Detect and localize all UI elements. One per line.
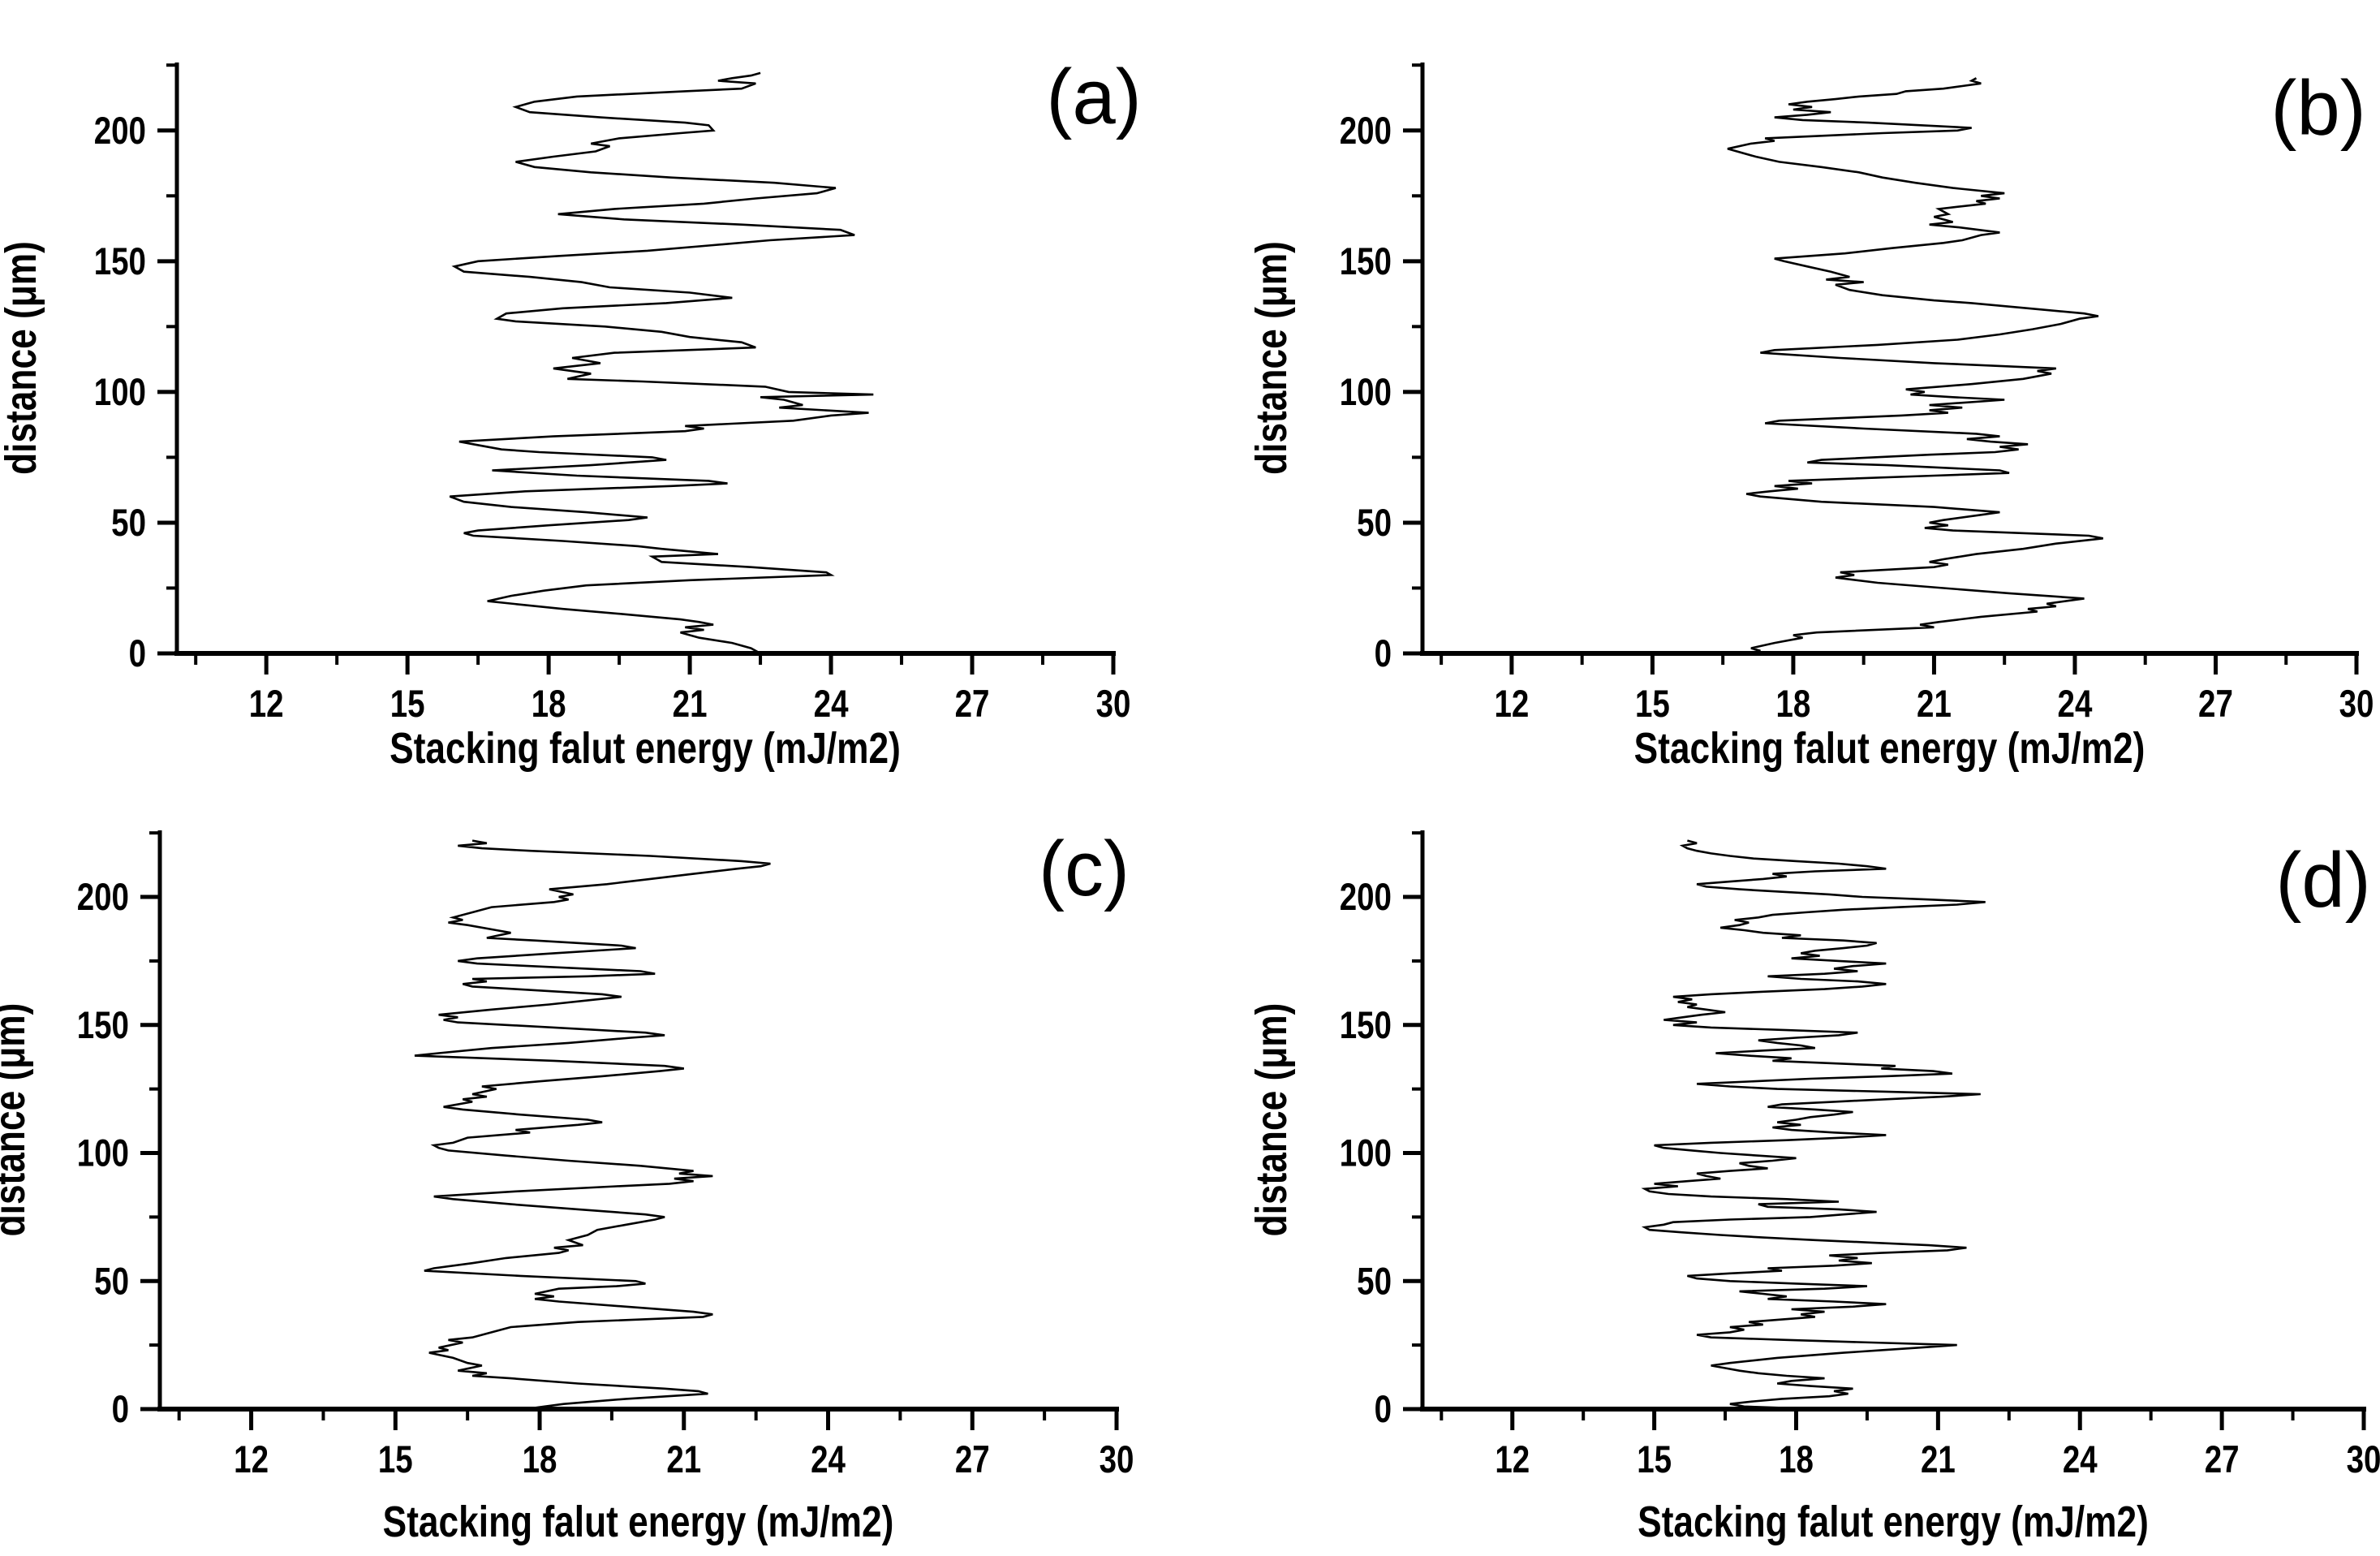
y-axis-title: distance (μm)	[1247, 1003, 1296, 1237]
x-tick-label: 27	[955, 1438, 990, 1481]
chart-d: 12 15 18 21 24 27 30 0 50 100 150 200 Stacking falut…	[1247, 830, 2380, 1546]
x-tick-label: 15	[378, 1438, 413, 1481]
x-axis-title: Stacking falut energy (mJ/m2)	[1638, 1498, 2149, 1546]
x-tick-label: 27	[2205, 1438, 2240, 1481]
x-tick-label: 12	[234, 1438, 269, 1481]
y-tick-label: 100	[94, 371, 146, 413]
panel-letter: (a)	[1046, 54, 1141, 140]
x-tick-label: 12	[1495, 1438, 1530, 1481]
x-tick-label: 27	[2198, 683, 2233, 725]
y-tick-label: 200	[94, 110, 146, 152]
series-line	[1641, 839, 1986, 1411]
x-tick-label: 30	[2347, 1438, 2380, 1481]
y-tick-label: 100	[1340, 371, 1392, 413]
x-tick-label: 15	[1635, 683, 1670, 725]
x-tick-label: 21	[1917, 683, 1952, 725]
plot-area: 12 15 18 21 24 27 30 0 50 100 150 200 Stacking falut…	[1247, 62, 2374, 773]
x-tick-label: 21	[666, 1438, 701, 1481]
series-line	[449, 71, 874, 655]
x-tick-label: 18	[1775, 683, 1810, 725]
y-axis-title: distance (μm)	[0, 241, 45, 475]
panel-letter: (b)	[2270, 65, 2365, 152]
plot-area: 12 15 18 21 24 27 30 0 50 100 150 200 Stacking falut…	[0, 54, 1142, 773]
y-tick-label: 50	[111, 502, 146, 544]
y-tick-label: 100	[77, 1132, 129, 1175]
x-tick-label: 24	[2058, 683, 2093, 725]
x-axis-title: Stacking falut energy (mJ/m2)	[389, 724, 901, 773]
x-tick-label: 24	[2063, 1438, 2098, 1481]
x-tick-label: 12	[1494, 683, 1529, 725]
panel-a: 12 15 18 21 24 27 30 0 50 100 150 200 Stacking falut…	[0, 0, 1190, 778]
panel-letter: (d)	[2275, 837, 2370, 924]
chart-c: 12 15 18 21 24 27 30 0 50 100 150 200 Stacking falut…	[0, 825, 1134, 1546]
x-axis-title: Stacking falut energy (mJ/m2)	[1634, 724, 2145, 773]
y-tick-label: 100	[1340, 1132, 1392, 1175]
x-tick-label: 12	[249, 683, 284, 725]
plot-area: 12 15 18 21 24 27 30 0 50 100 150 200 Stacking falut…	[1247, 830, 2380, 1546]
y-tick-label: 200	[1340, 876, 1392, 918]
y-tick-label: 50	[94, 1261, 129, 1303]
x-axis-title: Stacking falut energy (mJ/m2)	[383, 1498, 894, 1546]
x-tick-label: 21	[1921, 1438, 1956, 1481]
chart-a: 12 15 18 21 24 27 30 0 50 100 150 200 Stacking falut…	[0, 54, 1142, 773]
y-tick-label: 0	[1375, 1388, 1392, 1430]
y-tick-label: 50	[1357, 1261, 1392, 1303]
panel-d: 12 15 18 21 24 27 30 0 50 100 150 200 Stacking falut…	[1190, 778, 2380, 1556]
y-tick-label: 50	[1357, 502, 1392, 544]
x-tick-label: 30	[1096, 683, 1131, 725]
x-tick-label: 21	[673, 683, 708, 725]
series-line	[414, 839, 771, 1411]
panel-letter: (c)	[1039, 825, 1130, 912]
x-tick-label: 30	[2339, 683, 2374, 725]
x-tick-label: 18	[532, 683, 566, 725]
chart-b: 12 15 18 21 24 27 30 0 50 100 150 200 Stacking falut…	[1247, 62, 2374, 773]
series-line	[1727, 77, 2103, 655]
x-tick-label: 30	[1100, 1438, 1134, 1481]
x-tick-label: 18	[523, 1438, 557, 1481]
x-tick-label: 18	[1779, 1438, 1814, 1481]
plot-area: 12 15 18 21 24 27 30 0 50 100 150 200 Stacking falut…	[0, 825, 1134, 1546]
x-tick-label: 27	[955, 683, 990, 725]
y-tick-label: 200	[1340, 110, 1392, 152]
y-tick-label: 150	[77, 1004, 129, 1046]
y-tick-label: 150	[1340, 1004, 1392, 1046]
x-tick-label: 24	[814, 683, 849, 725]
y-tick-label: 0	[129, 632, 146, 675]
panel-c: 12 15 18 21 24 27 30 0 50 100 150 200 Stacking falut…	[0, 778, 1190, 1556]
x-tick-label: 15	[1637, 1438, 1672, 1481]
y-tick-label: 0	[1375, 632, 1392, 675]
panel-b: 12 15 18 21 24 27 30 0 50 100 150 200 Stacking falut…	[1190, 0, 2380, 778]
y-tick-label: 0	[112, 1388, 129, 1430]
y-axis-title: distance (μm)	[0, 1003, 34, 1237]
y-axis-title: distance (μm)	[1247, 241, 1296, 475]
y-tick-label: 150	[94, 240, 146, 282]
y-tick-label: 150	[1340, 240, 1392, 282]
y-tick-label: 200	[77, 876, 129, 918]
x-tick-label: 15	[390, 683, 425, 725]
x-tick-label: 24	[811, 1438, 846, 1481]
